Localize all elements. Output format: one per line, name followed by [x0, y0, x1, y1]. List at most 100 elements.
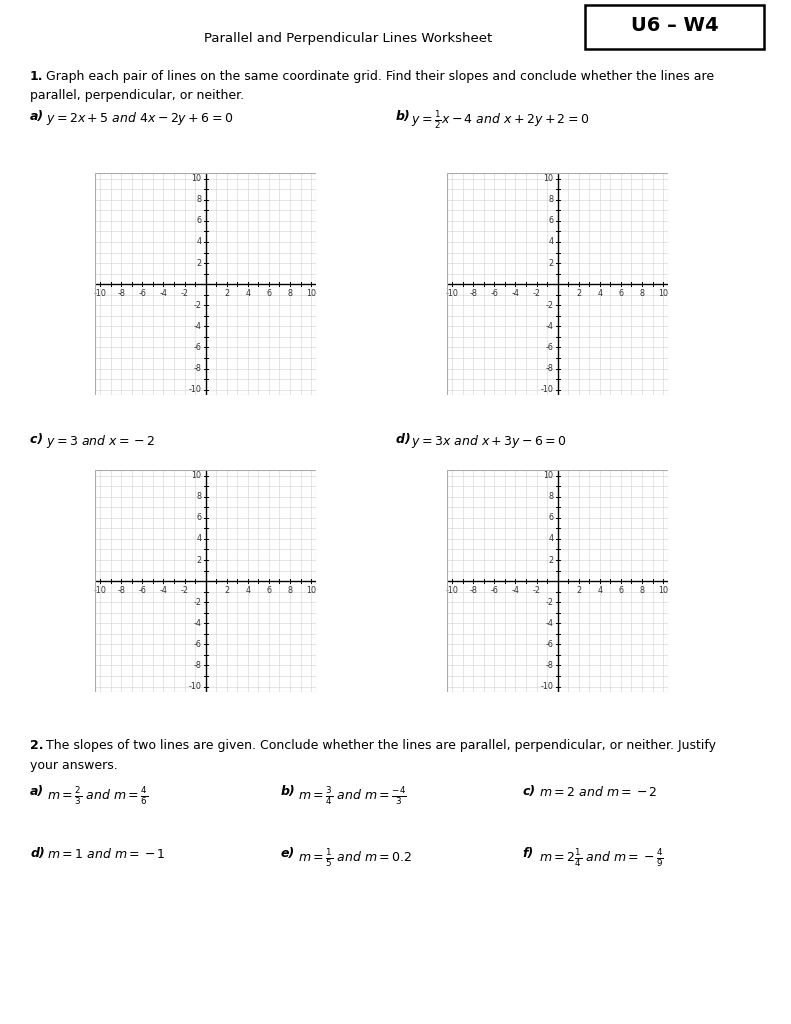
Text: Graph each pair of lines on the same coordinate grid. Find their slopes and conc: Graph each pair of lines on the same coo… [46, 70, 714, 83]
FancyBboxPatch shape [585, 4, 763, 49]
Text: 8: 8 [196, 493, 202, 501]
Text: -10: -10 [94, 290, 107, 298]
Text: 6: 6 [548, 216, 554, 225]
Text: $y = 3x\ \mathit{and}\ x + 3y - 6 = 0$: $y = 3x\ \mathit{and}\ x + 3y - 6 = 0$ [411, 433, 567, 451]
Text: 2: 2 [196, 556, 202, 564]
Text: -10: -10 [446, 587, 459, 595]
Text: $m = \frac{3}{4}\ \mathit{and}\ m = \frac{-4}{3}$: $m = \frac{3}{4}\ \mathit{and}\ m = \fra… [298, 785, 407, 807]
Text: 2: 2 [576, 290, 581, 298]
Text: 2: 2 [224, 290, 229, 298]
Text: -4: -4 [160, 290, 168, 298]
Text: 10: 10 [543, 174, 554, 183]
Text: -8: -8 [469, 290, 477, 298]
Text: 2: 2 [576, 587, 581, 595]
Text: 10: 10 [191, 174, 202, 183]
Text: -2: -2 [532, 587, 540, 595]
Text: -4: -4 [194, 322, 202, 331]
Text: c): c) [30, 433, 47, 446]
Text: -4: -4 [512, 587, 520, 595]
Text: -8: -8 [546, 662, 554, 670]
Text: 2: 2 [224, 587, 229, 595]
Text: $m = \frac{1}{5}\ \mathit{and}\ m = 0.2$: $m = \frac{1}{5}\ \mathit{and}\ m = 0.2$ [298, 847, 412, 868]
Text: -6: -6 [490, 587, 498, 595]
Text: -10: -10 [540, 385, 554, 394]
Text: 8: 8 [548, 493, 554, 501]
Text: 4: 4 [548, 535, 554, 544]
Text: 6: 6 [196, 216, 202, 225]
Text: 2: 2 [548, 556, 554, 564]
Text: 10: 10 [658, 587, 668, 595]
Text: -10: -10 [446, 290, 459, 298]
Text: 8: 8 [548, 196, 554, 204]
Text: 10: 10 [306, 587, 316, 595]
Text: -10: -10 [94, 587, 107, 595]
Text: 6: 6 [548, 513, 554, 522]
Text: -8: -8 [194, 365, 202, 373]
Text: -2: -2 [194, 301, 202, 309]
Text: -6: -6 [546, 343, 554, 352]
Text: -4: -4 [546, 618, 554, 628]
Text: -6: -6 [138, 290, 146, 298]
Text: -8: -8 [194, 662, 202, 670]
Text: 2.: 2. [30, 739, 44, 753]
Text: 4: 4 [245, 290, 250, 298]
Text: 4: 4 [196, 238, 202, 247]
Text: 6: 6 [619, 587, 623, 595]
Text: $y = \frac{1}{2}x - 4\ \mathit{and}\ x + 2y + 2 = 0$: $y = \frac{1}{2}x - 4\ \mathit{and}\ x +… [411, 110, 590, 131]
Text: -2: -2 [532, 290, 540, 298]
Text: -2: -2 [180, 290, 188, 298]
Text: -8: -8 [546, 365, 554, 373]
Text: $m = 2\frac{1}{4}\ \mathit{and}\ m = -\frac{4}{9}$: $m = 2\frac{1}{4}\ \mathit{and}\ m = -\f… [539, 847, 664, 868]
Text: -2: -2 [546, 598, 554, 606]
Text: -8: -8 [469, 587, 477, 595]
Text: -6: -6 [490, 290, 498, 298]
Text: parallel, perpendicular, or neither.: parallel, perpendicular, or neither. [30, 89, 244, 102]
Text: 10: 10 [191, 471, 202, 480]
Text: 6: 6 [196, 513, 202, 522]
Text: a): a) [30, 785, 44, 799]
Text: -10: -10 [188, 385, 202, 394]
Text: 6: 6 [267, 290, 271, 298]
Text: The slopes of two lines are given. Conclude whether the lines are parallel, perp: The slopes of two lines are given. Concl… [46, 739, 716, 753]
Text: -6: -6 [194, 640, 202, 649]
Text: a): a) [30, 110, 44, 123]
Text: -6: -6 [138, 587, 146, 595]
Text: d): d) [30, 847, 45, 860]
Text: -2: -2 [194, 598, 202, 606]
Text: $y = 3\ \mathit{and}\ x = -2$: $y = 3\ \mathit{and}\ x = -2$ [46, 433, 155, 451]
Text: -2: -2 [546, 301, 554, 309]
Text: -4: -4 [194, 618, 202, 628]
Text: $m = \frac{2}{3}\ \mathit{and}\ m = \frac{4}{6}$: $m = \frac{2}{3}\ \mathit{and}\ m = \fra… [47, 785, 149, 807]
Text: 4: 4 [597, 290, 602, 298]
Text: -2: -2 [180, 587, 188, 595]
Text: -4: -4 [512, 290, 520, 298]
Text: e): e) [281, 847, 295, 860]
Text: c): c) [522, 785, 536, 799]
Text: -4: -4 [160, 587, 168, 595]
Text: 1.: 1. [30, 70, 44, 83]
Text: 2: 2 [548, 259, 554, 267]
Text: f): f) [522, 847, 533, 860]
Text: $m = 2\ \mathit{and}\ m = -2$: $m = 2\ \mathit{and}\ m = -2$ [539, 785, 658, 800]
Text: -10: -10 [188, 682, 202, 691]
Text: 4: 4 [245, 587, 250, 595]
Text: Parallel and Perpendicular Lines Worksheet: Parallel and Perpendicular Lines Workshe… [204, 32, 492, 45]
Text: 8: 8 [288, 587, 293, 595]
Text: b): b) [281, 785, 296, 799]
Text: 6: 6 [619, 290, 623, 298]
Text: 4: 4 [597, 587, 602, 595]
Text: d): d) [396, 433, 414, 446]
Text: 4: 4 [548, 238, 554, 247]
Text: 10: 10 [543, 471, 554, 480]
Text: b): b) [396, 110, 411, 123]
Text: 10: 10 [306, 290, 316, 298]
Text: U6 – W4: U6 – W4 [630, 16, 718, 35]
Text: $y = 2x + 5\ \mathit{and}\ 4x - 2y + 6 = 0$: $y = 2x + 5\ \mathit{and}\ 4x - 2y + 6 =… [46, 110, 233, 127]
Text: -10: -10 [540, 682, 554, 691]
Text: 8: 8 [640, 587, 645, 595]
Text: your answers.: your answers. [30, 759, 118, 772]
Text: 8: 8 [288, 290, 293, 298]
Text: 10: 10 [658, 290, 668, 298]
Text: 2: 2 [196, 259, 202, 267]
Text: -4: -4 [546, 322, 554, 331]
